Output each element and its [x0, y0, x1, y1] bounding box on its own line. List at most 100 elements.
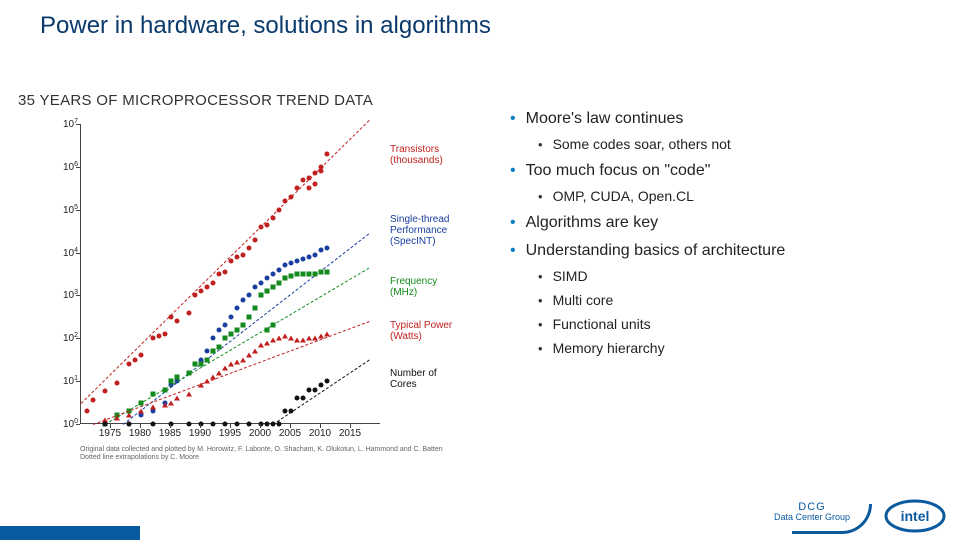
chart-point [247, 314, 252, 319]
chart-point [199, 289, 204, 294]
chart-point [283, 409, 288, 414]
chart-point [325, 379, 330, 384]
chart-point [295, 396, 300, 401]
chart-point [313, 272, 318, 277]
chart-point [186, 392, 192, 397]
bullet-item: Too much focus on "code" [510, 162, 940, 180]
chart-point [223, 269, 228, 274]
chart-point [301, 396, 306, 401]
chart-point [265, 422, 270, 427]
chart-point [205, 349, 210, 354]
chart-point [277, 267, 282, 272]
chart-point [235, 422, 240, 427]
chart-point [253, 306, 258, 311]
chart-point [307, 272, 312, 277]
chart-point [187, 310, 192, 315]
bullet-item: Understanding basics of architecture [510, 242, 940, 260]
chart-ytick-label: 101 [54, 375, 78, 387]
chart-point [139, 413, 144, 418]
chart-point [187, 422, 192, 427]
chart-trendline [123, 233, 370, 425]
chart-point [247, 422, 252, 427]
chart-point [325, 269, 330, 274]
chart-legend-label: Transistors(thousands) [390, 144, 443, 166]
chart-point [223, 336, 228, 341]
chart-xtick-label: 2015 [339, 428, 361, 439]
slide-title: Power in hardware, solutions in algorith… [40, 12, 491, 40]
chart-point [307, 254, 312, 259]
chart-point [174, 396, 180, 401]
chart-trendline [81, 120, 370, 404]
bullet-subitem: SIMD [538, 268, 940, 284]
chart-point [216, 370, 222, 375]
chart-xtick-label: 2010 [309, 428, 331, 439]
chart-point [168, 400, 174, 405]
chart-point [259, 293, 264, 298]
chart-point [127, 422, 132, 427]
bullet-subitem: Some codes soar, others not [538, 136, 940, 152]
chart-point [319, 383, 324, 388]
footer: DCG Data Center Group intel [0, 496, 960, 540]
chart-plot-area [80, 124, 380, 424]
bullet-list: Moore's law continues Some codes soar, ot… [510, 100, 940, 364]
chart-point [241, 297, 246, 302]
chart-point [175, 319, 180, 324]
chart-point [126, 413, 132, 418]
chart-point [247, 293, 252, 298]
chart-point [313, 252, 318, 257]
chart-point [211, 422, 216, 427]
chart-point [91, 398, 96, 403]
chart-point [235, 254, 240, 259]
chart-ytick-label: 102 [54, 332, 78, 344]
chart-point [307, 186, 312, 191]
chart-point [163, 332, 168, 337]
chart-point [139, 353, 144, 358]
chart-ytick-label: 100 [54, 418, 78, 430]
chart-trendline [273, 360, 370, 425]
chart-point [235, 327, 240, 332]
chart-point [223, 422, 228, 427]
chart-point [319, 269, 324, 274]
chart-point [289, 274, 294, 279]
chart-ytick-label: 107 [54, 118, 78, 130]
chart-xtick-label: 2000 [249, 428, 271, 439]
chart-point [301, 272, 306, 277]
chart-point [211, 280, 216, 285]
slide: Power in hardware, solutions in algorith… [0, 0, 960, 540]
chart-point [229, 314, 234, 319]
chart-ytick-label: 104 [54, 246, 78, 258]
chart-point [222, 366, 228, 371]
chart-point [313, 182, 318, 187]
bullet-item: Moore's law continues [510, 110, 940, 128]
bullet-subitem: Functional units [538, 316, 940, 332]
chart-point [103, 422, 108, 427]
chart-point [151, 336, 156, 341]
chart-point [115, 381, 120, 386]
bullet-subitem: Memory hierarchy [538, 340, 940, 356]
chart-point [325, 152, 330, 157]
chart-trendline [105, 268, 370, 425]
chart-point [151, 422, 156, 427]
chart-xtick-label: 2005 [279, 428, 301, 439]
chart: 1001011021031041051061071975198019851990… [18, 120, 496, 460]
chart-xtick-label: 1990 [189, 428, 211, 439]
chart-point [240, 357, 246, 362]
bullet-subitem: OMP, CUDA, Open.CL [538, 188, 940, 204]
chart-point [241, 323, 246, 328]
chart-point [313, 387, 318, 392]
chart-point [265, 276, 270, 281]
chart-point [229, 332, 234, 337]
chart-point [319, 248, 324, 253]
chart-point [193, 362, 198, 367]
bullet-item: Algorithms are key [510, 214, 940, 232]
chart-point [253, 284, 258, 289]
chart-point [127, 362, 132, 367]
footer-accent-bar [0, 526, 140, 540]
chart-credit: Original data collected and plotted by M… [80, 446, 443, 463]
chart-point [235, 306, 240, 311]
chart-point [307, 387, 312, 392]
chart-point [133, 357, 138, 362]
intel-logo: intel [884, 498, 946, 534]
chart-xtick-label: 1995 [219, 428, 241, 439]
chart-point [150, 404, 156, 409]
